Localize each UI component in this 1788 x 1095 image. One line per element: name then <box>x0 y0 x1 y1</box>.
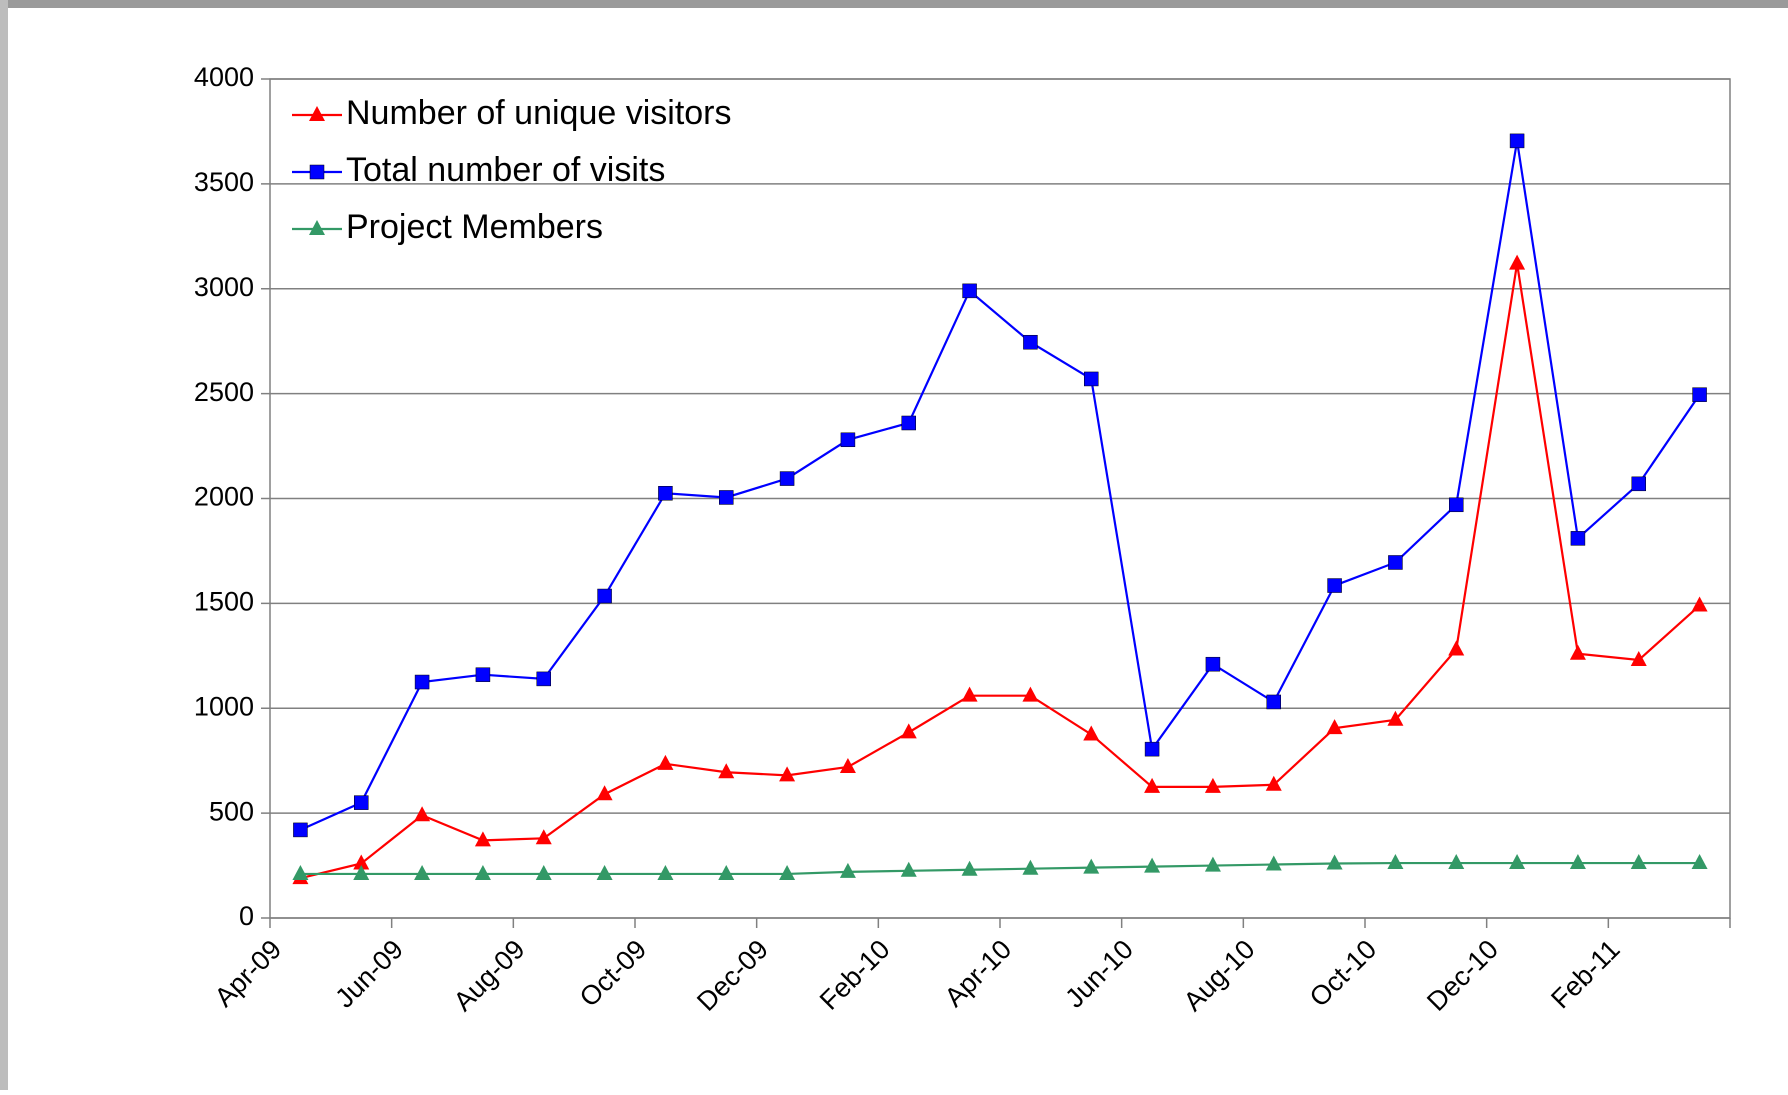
data-point <box>535 864 552 880</box>
data-point <box>292 864 309 880</box>
data-point <box>719 490 734 505</box>
data-point <box>1569 644 1586 660</box>
data-point <box>414 674 430 690</box>
data-point <box>1691 596 1708 612</box>
data-point <box>1388 555 1403 570</box>
y-tick-label: 500 <box>209 796 254 826</box>
y-tick-label: 3000 <box>194 272 254 302</box>
data-point <box>1387 710 1404 726</box>
data-point <box>596 785 613 801</box>
data-point <box>718 864 735 880</box>
data-point <box>1083 725 1100 741</box>
data-point <box>597 588 612 604</box>
legend-marker <box>309 220 325 235</box>
left-border <box>0 0 8 1090</box>
data-point <box>1692 387 1707 402</box>
data-point <box>1448 854 1465 870</box>
data-point <box>1630 854 1647 870</box>
data-point <box>1509 133 1525 149</box>
data-point <box>1266 694 1281 710</box>
data-point <box>1691 854 1708 870</box>
data-point <box>1144 857 1161 873</box>
data-point <box>474 831 491 847</box>
data-point <box>779 766 796 782</box>
data-point <box>414 864 431 880</box>
data-point <box>293 822 308 838</box>
data-point <box>1569 854 1586 870</box>
data-point <box>1631 476 1646 492</box>
data-point <box>1387 854 1404 870</box>
legend-label: Number of unique visitors <box>346 94 732 132</box>
data-point <box>1630 651 1647 667</box>
y-tick-label: 1500 <box>194 587 254 617</box>
data-point <box>900 861 917 877</box>
data-point <box>414 806 431 822</box>
data-point <box>1449 497 1464 513</box>
data-point <box>1265 775 1282 791</box>
data-point <box>535 829 552 845</box>
data-point <box>1144 741 1160 757</box>
data-point <box>962 283 977 299</box>
y-tick-label: 3500 <box>194 167 254 197</box>
data-point <box>1083 858 1100 874</box>
data-point <box>536 671 551 687</box>
data-point <box>901 415 916 431</box>
data-point <box>1022 859 1039 875</box>
data-point <box>1509 254 1526 270</box>
legend-label: Project Members <box>346 208 603 246</box>
y-tick-label: 4000 <box>194 62 254 92</box>
data-point <box>1023 334 1038 350</box>
data-point <box>718 763 735 779</box>
y-tick-label: 2500 <box>194 377 254 407</box>
y-tick-label: 0 <box>239 901 254 931</box>
y-tick-label: 1000 <box>194 691 254 721</box>
data-point <box>840 432 856 448</box>
data-point <box>658 486 673 501</box>
data-point <box>354 795 369 810</box>
data-point <box>1570 531 1586 546</box>
series-line <box>299 140 1701 831</box>
data-point <box>961 860 978 876</box>
data-point <box>779 471 795 486</box>
data-point <box>961 686 978 702</box>
data-point <box>1144 777 1161 793</box>
data-point <box>1509 854 1526 870</box>
data-point <box>1327 578 1342 593</box>
y-tick-label: 2000 <box>194 482 254 512</box>
data-point <box>353 864 370 880</box>
data-point <box>1326 854 1343 870</box>
legend-marker <box>309 164 325 180</box>
data-point <box>1084 371 1099 387</box>
data-point <box>1204 777 1221 793</box>
data-point <box>1204 856 1221 872</box>
data-point <box>1205 656 1221 672</box>
data-point <box>657 864 674 880</box>
legend-label: Total number of visits <box>346 151 665 189</box>
data-point <box>1326 719 1343 735</box>
top-border <box>0 0 1788 8</box>
data-point <box>900 723 917 739</box>
data-point <box>475 667 491 682</box>
data-point <box>779 864 796 880</box>
data-point <box>1448 640 1465 656</box>
data-point <box>596 864 613 880</box>
series-line <box>300 263 1701 880</box>
series-line <box>300 861 1700 876</box>
legend-marker <box>309 106 325 121</box>
data-point <box>1022 686 1039 702</box>
data-point <box>353 854 370 870</box>
data-point <box>657 754 674 770</box>
data-point <box>839 757 856 773</box>
data-point <box>839 862 856 878</box>
data-point <box>474 864 491 880</box>
data-point <box>1265 855 1282 871</box>
